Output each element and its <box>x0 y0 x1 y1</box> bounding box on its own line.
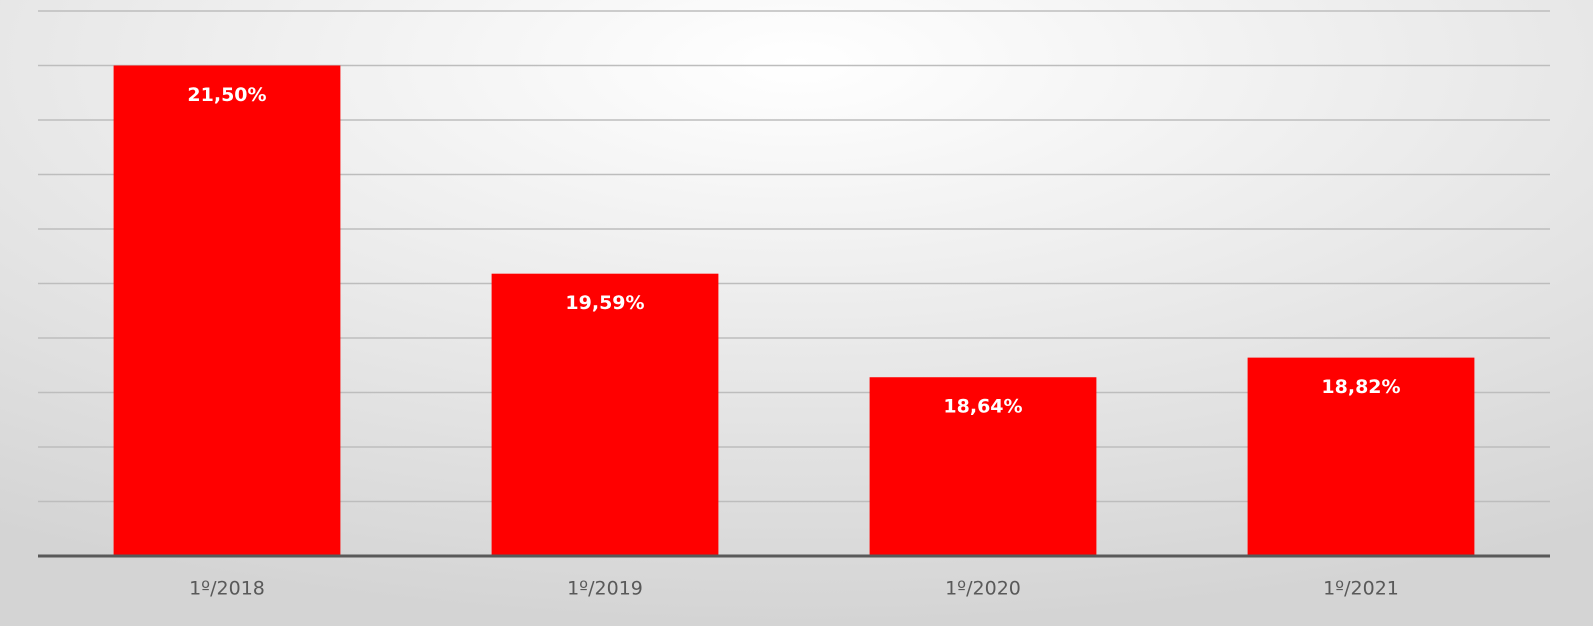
data-label: 18,82% <box>1321 376 1400 398</box>
x-tick-label: 1º/2018 <box>189 578 265 600</box>
data-label: 18,64% <box>943 396 1022 418</box>
data-label: 21,50% <box>187 84 266 106</box>
x-tick-label: 1º/2020 <box>945 578 1021 600</box>
data-label: 19,59% <box>565 292 644 314</box>
bar <box>491 273 719 556</box>
bar <box>113 65 341 556</box>
bar <box>869 377 1097 556</box>
bar <box>1247 357 1475 556</box>
x-tick-label: 1º/2019 <box>567 578 643 600</box>
x-tick-label: 1º/2021 <box>1323 578 1399 600</box>
